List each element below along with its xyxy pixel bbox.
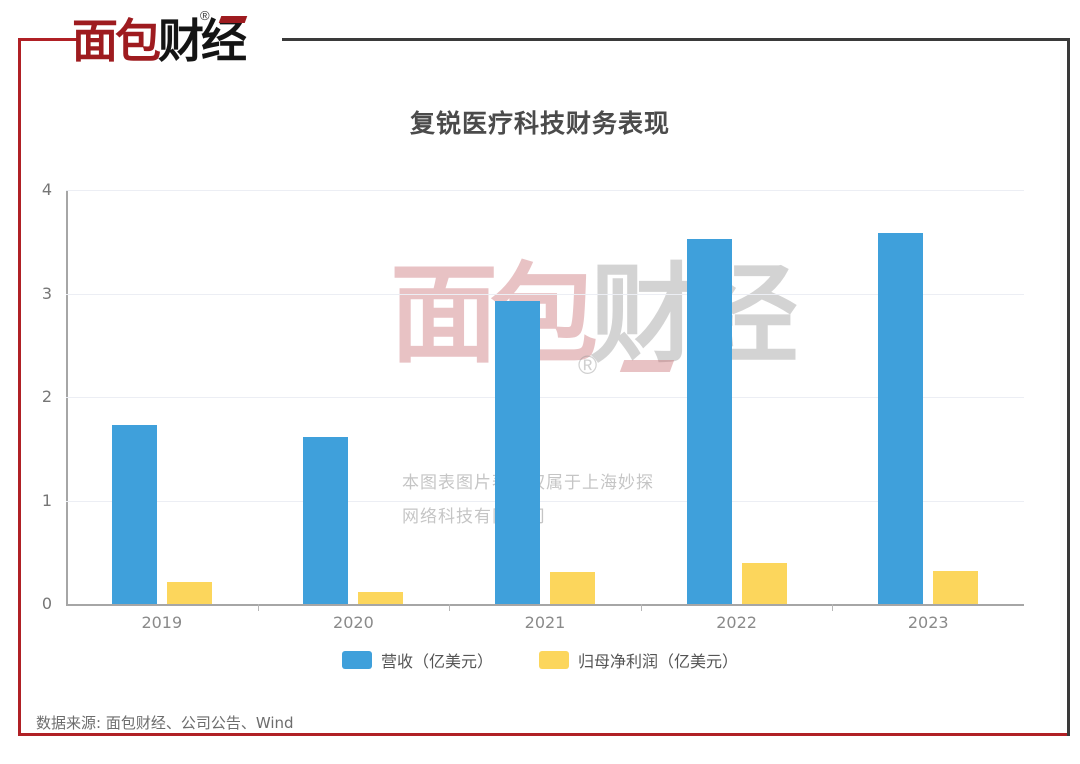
y-axis-tick-label: 1	[41, 490, 52, 510]
x-axis-line	[66, 604, 1024, 606]
legend-swatch-icon	[341, 651, 372, 669]
x-axis-tick-label: 2021	[524, 613, 566, 632]
x-axis-tick-label: 2023	[907, 613, 949, 632]
brand-name-part2: 财经	[158, 14, 247, 68]
x-axis-tick	[832, 604, 834, 611]
bar-2021-net-profit[interactable]	[550, 571, 595, 604]
x-axis-tick	[449, 604, 451, 611]
gridline	[66, 293, 1024, 295]
y-axis-line	[66, 190, 68, 606]
legend-item-net-profit[interactable]: 归母净利润（亿美元）	[539, 648, 738, 672]
gridline	[66, 190, 1024, 191]
legend-item-revenue[interactable]: 营收（亿美元）	[341, 648, 493, 672]
frame-border-top-right	[282, 38, 1070, 41]
registered-trademark-icon: ®	[200, 8, 210, 23]
x-axis-tick	[640, 604, 642, 611]
bar-2020-revenue[interactable]	[303, 437, 349, 604]
y-axis-tick-label: 3	[41, 283, 52, 303]
source-note: 数据来源: 面包财经、公司公告、Wind	[36, 714, 294, 732]
x-axis-tick-label: 2022	[716, 613, 757, 632]
gridline	[66, 397, 1024, 398]
x-axis-tick	[257, 604, 259, 611]
bar-2020-net-profit[interactable]	[358, 591, 404, 604]
y-axis-tick-label: 4	[41, 180, 52, 199]
y-axis-tick-label: 0	[41, 594, 52, 613]
frame-border-right	[1067, 38, 1070, 736]
legend-label: 归母净利润（亿美元）	[578, 652, 739, 671]
chart-legend: 营收（亿美元） 归母净利润（亿美元）	[0, 648, 1080, 672]
bar-2021-revenue[interactable]	[495, 300, 540, 604]
x-axis-tick-label: 2020	[333, 613, 374, 632]
bar-2023-revenue[interactable]	[878, 233, 924, 604]
brand-dash-icon	[218, 16, 248, 23]
bar-2022-net-profit[interactable]	[741, 562, 787, 604]
legend-label: 营收（亿美元）	[380, 652, 493, 671]
brand-name-part1: 面包	[72, 14, 161, 68]
frame-border-bottom	[18, 733, 1070, 736]
bar-2019-net-profit[interactable]	[166, 582, 212, 604]
y-axis-tick-label: 2	[41, 387, 52, 406]
legend-swatch-icon	[539, 651, 569, 669]
frame-border-left	[18, 38, 21, 736]
plot-area	[66, 190, 1024, 606]
x-axis-tick-label: 2019	[141, 613, 183, 632]
bar-2019-revenue[interactable]	[111, 424, 157, 604]
chart-title: 复锐医疗科技财务表现	[409, 109, 670, 138]
gridline	[66, 500, 1024, 502]
bar-2023-net-profit[interactable]	[933, 570, 979, 604]
brand-logo: 面包财经 ®	[72, 6, 292, 64]
bar-2022-revenue[interactable]	[686, 238, 732, 604]
frame-border-top-left	[18, 38, 80, 41]
